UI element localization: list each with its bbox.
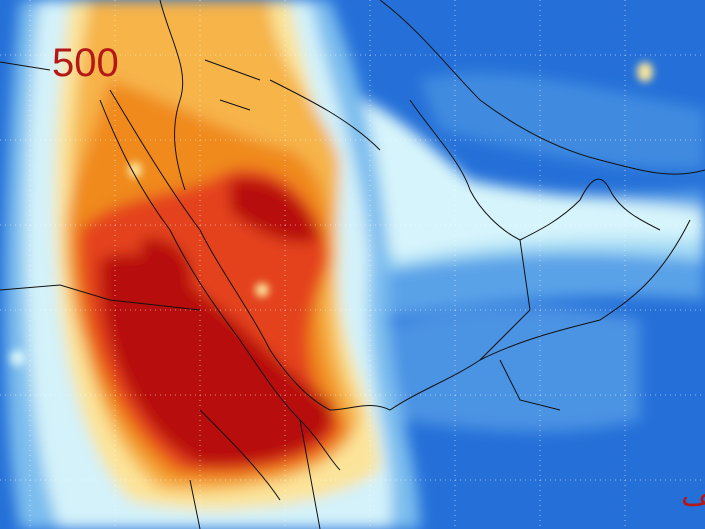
red-sea-coast-east: [109, 89, 391, 411]
persian-gulf-coast: [409, 99, 661, 241]
gulf-coast: [159, 0, 186, 191]
arabia-south-coast: [389, 219, 691, 411]
borders: [0, 59, 561, 529]
field-shading: [5, 0, 705, 529]
local-spots: [10, 62, 653, 366]
iran-coast: [379, 0, 705, 175]
level-label: 500: [52, 41, 119, 85]
signature: مهب الطيف: [680, 478, 705, 513]
red-sea-coast-west: [99, 99, 341, 471]
